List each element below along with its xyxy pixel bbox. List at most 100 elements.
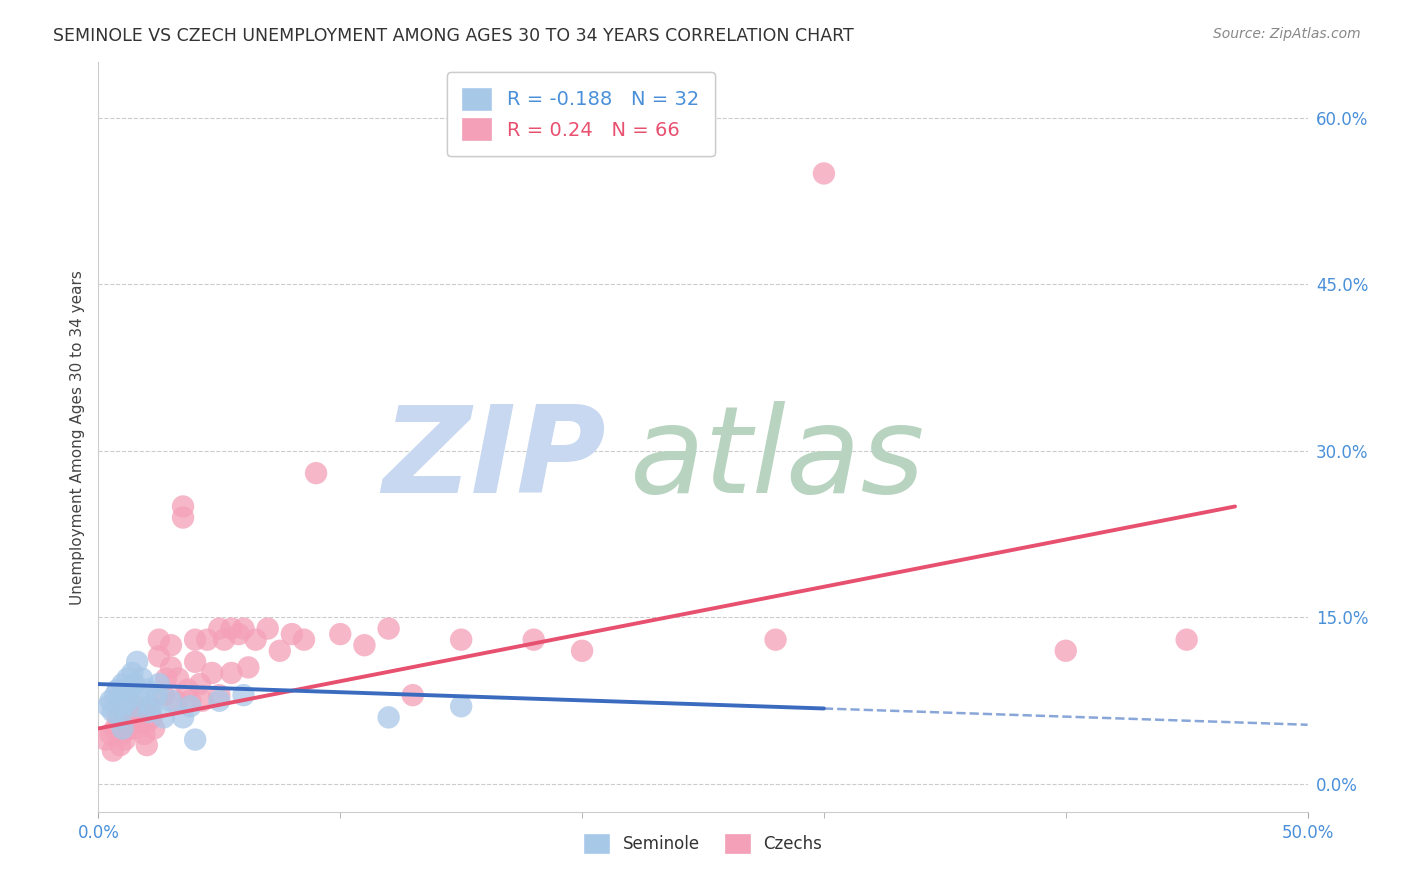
Point [145, 688, 167, 702]
Point [177, 682, 200, 697]
Point [135, 715, 157, 730]
Point [523, 632, 546, 647]
Point [111, 722, 134, 736]
Point [118, 682, 141, 697]
Point [172, 500, 194, 514]
Point [94, 732, 117, 747]
Point [152, 710, 174, 724]
Legend: Seminole, Czechs: Seminole, Czechs [578, 827, 828, 860]
Point [155, 672, 177, 686]
Point [127, 655, 149, 669]
Text: atlas: atlas [630, 401, 925, 518]
Point [121, 710, 143, 724]
Point [402, 688, 425, 702]
Point [148, 677, 170, 691]
Point [195, 632, 218, 647]
Point [121, 665, 143, 680]
Point [232, 622, 254, 636]
Point [128, 688, 150, 702]
Point [184, 732, 207, 747]
Point [127, 710, 149, 724]
Point [188, 677, 211, 691]
Point [107, 682, 129, 697]
Point [104, 722, 127, 736]
Point [377, 622, 399, 636]
Point [131, 672, 153, 686]
Point [101, 705, 124, 719]
Point [208, 622, 231, 636]
Point [269, 644, 291, 658]
Point [143, 722, 166, 736]
Point [111, 727, 134, 741]
Point [281, 627, 304, 641]
Point [179, 699, 201, 714]
Point [124, 722, 146, 736]
Point [117, 694, 139, 708]
Point [107, 710, 129, 724]
Point [100, 727, 122, 741]
Point [124, 699, 146, 714]
Point [134, 727, 156, 741]
Point [135, 682, 157, 697]
Point [208, 688, 231, 702]
Point [104, 688, 127, 702]
Point [117, 672, 139, 686]
Point [238, 660, 260, 674]
Point [131, 705, 153, 719]
Point [97, 699, 120, 714]
Point [172, 710, 194, 724]
Point [124, 677, 146, 691]
Point [245, 632, 267, 647]
Y-axis label: Unemployment Among Ages 30 to 34 years: Unemployment Among Ages 30 to 34 years [69, 269, 84, 605]
Text: Source: ZipAtlas.com: Source: ZipAtlas.com [1213, 27, 1361, 41]
Point [160, 660, 183, 674]
Point [100, 694, 122, 708]
Point [221, 622, 243, 636]
Point [201, 665, 224, 680]
Point [114, 732, 136, 747]
Point [571, 644, 593, 658]
Point [256, 622, 278, 636]
Point [191, 694, 214, 708]
Point [108, 710, 131, 724]
Point [1054, 644, 1077, 658]
Point [184, 655, 207, 669]
Point [172, 510, 194, 524]
Point [165, 694, 187, 708]
Point [111, 677, 134, 691]
Point [353, 638, 375, 652]
Point [329, 627, 352, 641]
Point [141, 699, 163, 714]
Point [305, 466, 328, 480]
Point [813, 166, 835, 180]
Point [118, 722, 141, 736]
Point [141, 710, 163, 724]
Point [160, 638, 183, 652]
Point [101, 744, 124, 758]
Point [212, 632, 235, 647]
Point [377, 710, 399, 724]
Point [167, 672, 190, 686]
Point [111, 705, 134, 719]
Point [135, 738, 157, 752]
Point [292, 632, 315, 647]
Point [765, 632, 787, 647]
Point [117, 715, 139, 730]
Point [221, 665, 243, 680]
Point [450, 699, 472, 714]
Point [138, 705, 160, 719]
Point [208, 694, 231, 708]
Point [228, 627, 250, 641]
Point [128, 715, 150, 730]
Point [111, 699, 134, 714]
Point [179, 694, 201, 708]
Point [152, 688, 174, 702]
Point [124, 699, 146, 714]
Point [450, 632, 472, 647]
Point [1175, 632, 1198, 647]
Text: ZIP: ZIP [382, 401, 606, 518]
Text: SEMINOLE VS CZECH UNEMPLOYMENT AMONG AGES 30 TO 34 YEARS CORRELATION CHART: SEMINOLE VS CZECH UNEMPLOYMENT AMONG AGE… [53, 27, 855, 45]
Point [108, 738, 131, 752]
Point [232, 688, 254, 702]
Point [184, 632, 207, 647]
